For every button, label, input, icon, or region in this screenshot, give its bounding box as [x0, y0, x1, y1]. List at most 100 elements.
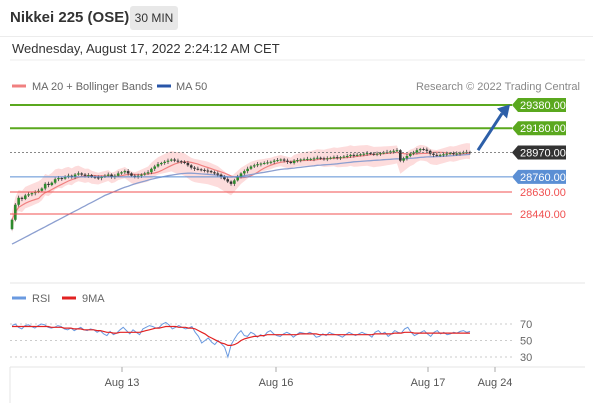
candle-body [236, 176, 239, 181]
candle-body [448, 153, 452, 155]
candle-body [133, 175, 137, 177]
candle-body [455, 153, 459, 155]
candle-body [173, 159, 176, 161]
candle-body [279, 159, 283, 161]
candle-body [316, 157, 319, 159]
candle-body [335, 157, 339, 159]
candle-body [379, 153, 382, 155]
candle-body [246, 168, 249, 172]
candle-body [163, 161, 166, 163]
candle-body [342, 156, 346, 158]
candle-body [408, 153, 412, 157]
legend-rsi-label: RSI [32, 293, 50, 305]
candle-body [252, 165, 256, 167]
projection-arrow [476, 112, 504, 152]
header-divider [0, 36, 593, 37]
candle-body [103, 175, 107, 177]
timeframe-badge[interactable]: 30 MIN [130, 6, 178, 30]
candle-body [57, 178, 60, 180]
chart-datetime: Wednesday, August 17, 2022 2:24:12 AM CE… [12, 41, 280, 56]
candle-body [179, 161, 183, 163]
candles [10, 147, 472, 231]
candle-body [67, 175, 70, 177]
candle-body [206, 170, 210, 172]
x-axis: Aug 13 Aug 16 Aug 17 Aug 24 [9, 367, 512, 403]
candle-body [43, 183, 47, 189]
candle-body [146, 172, 150, 174]
candle-body [53, 179, 57, 183]
candle-body [349, 154, 352, 157]
candle-body [77, 173, 80, 175]
rsi-panel: RSI 9MA 70 50 30 [10, 293, 585, 368]
candle-body [382, 152, 386, 154]
candle-body [445, 153, 449, 155]
bollinger-band [12, 143, 470, 234]
rsi-level-label: 70 [520, 319, 532, 331]
x-tick-label: Aug 16 [259, 377, 294, 389]
candle-body [432, 153, 435, 155]
projection-arrow-head [497, 104, 510, 119]
candle-body [140, 174, 143, 176]
candle-body [329, 157, 332, 159]
price-panel: MA 20 + Bollinger Bands MA 50 Research © 2… [10, 59, 585, 284]
candle-body [389, 151, 392, 153]
candle-body [106, 174, 110, 176]
candle-body [60, 178, 64, 180]
candle-body [40, 188, 44, 191]
candle-body [282, 159, 286, 161]
candle-body [83, 174, 87, 176]
candle-body [80, 173, 83, 175]
candle-body [306, 158, 309, 160]
candle-body [339, 157, 342, 159]
candle-body [322, 158, 326, 160]
candle-body [319, 157, 322, 159]
candle-body [299, 159, 303, 161]
candle-body [312, 158, 316, 160]
candle-body [50, 182, 54, 186]
candle-body [213, 172, 216, 174]
candle-body [355, 154, 359, 156]
candle-body [372, 153, 376, 155]
candle-body [438, 154, 442, 156]
candle-body [130, 173, 133, 176]
candle-body [120, 172, 123, 174]
candle-body [143, 173, 147, 175]
candle-body [229, 181, 233, 184]
candle-body [239, 173, 243, 177]
legend-9ma-label: 9MA [82, 293, 105, 305]
candle-body [14, 204, 17, 220]
level-support-label: 28630.00 [520, 187, 566, 199]
candle-body [395, 150, 399, 152]
candle-body [199, 169, 203, 171]
candle-body [362, 153, 366, 155]
candle-body [10, 219, 14, 230]
candle-body [266, 162, 269, 164]
candle-body [399, 150, 402, 161]
level-resistance-label: 29380.00 [520, 100, 566, 112]
candle-body [269, 161, 273, 163]
legend-ma20-label: MA 20 + Bollinger Bands [32, 81, 153, 93]
candle-body [20, 197, 24, 199]
candle-body [272, 160, 276, 162]
candle-body [352, 154, 356, 156]
candle-body [96, 177, 100, 179]
rsi-level-label: 50 [520, 336, 532, 348]
level-resistance-label: 29180.00 [520, 123, 566, 135]
candle-body [276, 160, 279, 162]
candle-body [100, 176, 103, 179]
candle-body [452, 153, 455, 155]
candle-body [345, 156, 349, 158]
candle-body [425, 149, 429, 151]
candle-body [70, 175, 74, 177]
candle-body [126, 171, 130, 174]
candle-body [359, 154, 362, 156]
level-current-tag [512, 145, 566, 160]
candle-body [90, 175, 93, 177]
candle-body [153, 166, 157, 169]
candle-body [63, 176, 67, 179]
candle-body [442, 154, 445, 156]
candle-body [170, 159, 173, 161]
candle-body [23, 195, 27, 199]
level-pivot-tag [512, 169, 566, 184]
candle-body [150, 168, 153, 173]
